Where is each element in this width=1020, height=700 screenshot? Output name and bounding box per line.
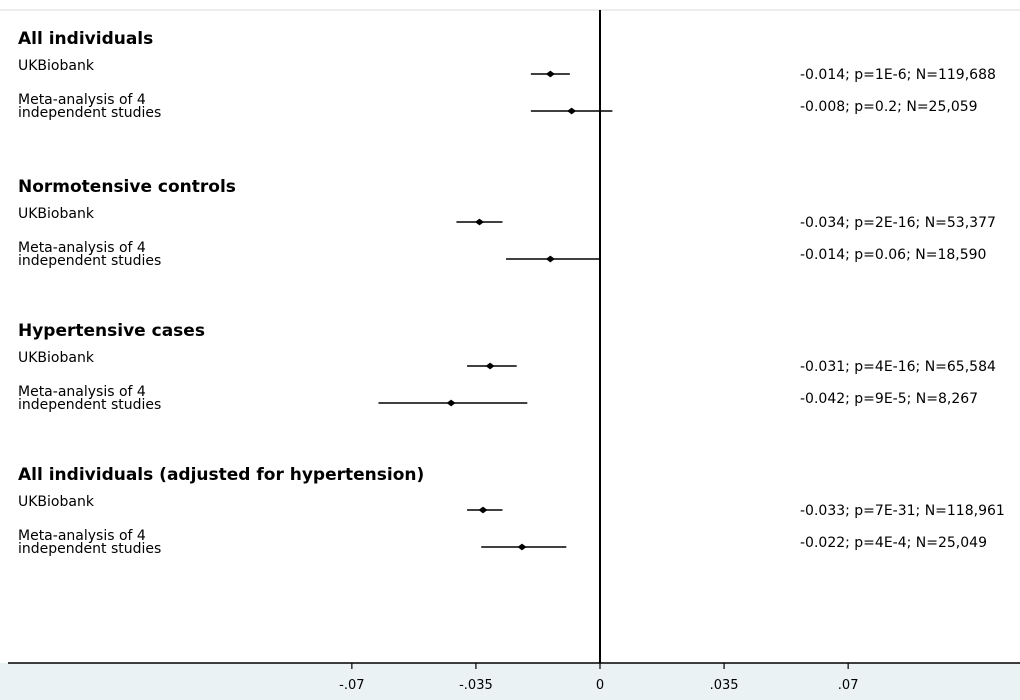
- x-tick-label: -.07: [339, 678, 364, 693]
- forest-group: Normotensive controls UKBiobank -0.034; p=…: [18, 177, 996, 269]
- result-label: -0.022; p=4E-4; N=25,049: [800, 535, 987, 551]
- plot-background: [0, 0, 1020, 663]
- study-label: independent studies: [18, 397, 161, 413]
- study-label: Meta-analysis of 4: [18, 240, 146, 256]
- forest-group: All individuals (adjusted for hypertensi…: [18, 465, 1005, 557]
- group-title: Normotensive controls: [18, 177, 236, 197]
- forest-rows: All individuals UKBiobank -0.014; p=1E-6; …: [18, 10, 1005, 663]
- forest-group: Hypertensive cases UKBiobank -0.031; p=4E-…: [18, 321, 996, 413]
- study-label: independent studies: [18, 541, 161, 557]
- point-estimate: [567, 107, 577, 115]
- x-tick-label: 0: [596, 678, 604, 693]
- result-label: -0.031; p=4E-16; N=65,584: [800, 359, 996, 375]
- point-estimate: [485, 362, 495, 370]
- point-estimate: [474, 218, 484, 226]
- x-axis: -.07 -.035 0 .035 .07: [339, 663, 858, 693]
- group-title: All individuals (adjusted for hypertensi…: [18, 465, 424, 485]
- forest-group: All individuals UKBiobank -0.014; p=1E-6; …: [18, 29, 996, 121]
- x-tick-label: .035: [710, 678, 739, 693]
- result-label: -0.034; p=2E-16; N=53,377: [800, 215, 996, 231]
- study-label: UKBiobank: [18, 58, 95, 74]
- point-estimate: [478, 506, 488, 514]
- study-label: UKBiobank: [18, 494, 95, 510]
- point-estimate: [545, 255, 555, 263]
- result-label: -0.014; p=1E-6; N=119,688: [800, 67, 996, 83]
- point-estimate: [517, 543, 527, 551]
- group-title: Hypertensive cases: [18, 321, 205, 341]
- point-estimate: [446, 399, 456, 407]
- x-tick-label: .07: [838, 678, 859, 693]
- study-label: Meta-analysis of 4: [18, 528, 146, 544]
- point-estimate: [545, 70, 555, 78]
- result-label: -0.033; p=7E-31; N=118,961: [800, 503, 1005, 519]
- study-label: UKBiobank: [18, 350, 95, 366]
- result-label: -0.042; p=9E-5; N=8,267: [800, 391, 978, 407]
- study-label: Meta-analysis of 4: [18, 92, 146, 108]
- result-label: -0.008; p=0.2; N=25,059: [800, 99, 978, 115]
- study-label: independent studies: [18, 253, 161, 269]
- x-tick-label: -.035: [459, 678, 493, 693]
- study-label: UKBiobank: [18, 206, 95, 222]
- group-title: All individuals: [18, 29, 153, 49]
- result-label: -0.014; p=0.06; N=18,590: [800, 247, 986, 263]
- study-label: independent studies: [18, 105, 161, 121]
- study-label: Meta-analysis of 4: [18, 384, 146, 400]
